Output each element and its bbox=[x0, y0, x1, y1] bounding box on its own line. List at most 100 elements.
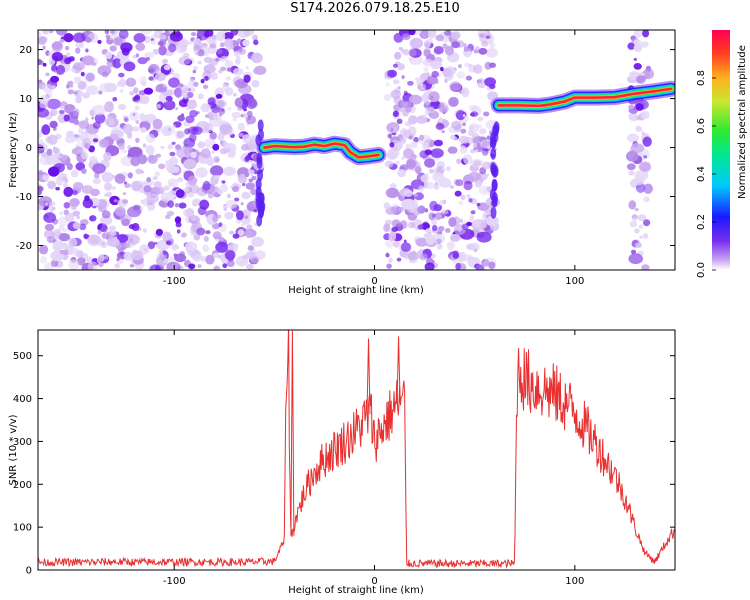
noise-blob bbox=[455, 110, 466, 121]
noise-blob bbox=[157, 41, 164, 46]
noise-blob bbox=[388, 257, 393, 263]
noise-blob bbox=[383, 202, 391, 210]
noise-blob bbox=[101, 210, 111, 219]
noise-blob bbox=[638, 162, 651, 172]
noise-blob bbox=[189, 77, 195, 82]
noise-blob bbox=[226, 259, 235, 267]
noise-blob bbox=[458, 135, 470, 144]
noise-blob bbox=[635, 182, 646, 193]
noise-blob bbox=[84, 71, 96, 83]
noise-blob bbox=[403, 189, 413, 197]
noise-blob bbox=[112, 97, 118, 102]
noise-blob bbox=[247, 98, 257, 108]
noise-blob bbox=[429, 168, 434, 174]
noise-blob bbox=[158, 45, 167, 56]
colorbar: 0.0 0.2 0.4 0.6 0.8 Normalized spectral ampl… bbox=[696, 30, 748, 278]
noise-blob bbox=[92, 163, 106, 174]
noise-blob bbox=[154, 72, 166, 82]
noise-blob bbox=[183, 187, 190, 193]
x-tick-label: 0 bbox=[371, 576, 377, 587]
noise-blob bbox=[477, 116, 484, 122]
noise-blob bbox=[104, 193, 108, 197]
noise-blob bbox=[77, 128, 84, 134]
noise-blob bbox=[116, 257, 120, 261]
noise-blob bbox=[384, 160, 394, 168]
noise-blob bbox=[105, 51, 113, 60]
noise-blob bbox=[119, 251, 124, 256]
noise-blob bbox=[185, 241, 198, 251]
noise-blob bbox=[470, 242, 480, 252]
noise-blob bbox=[127, 172, 133, 179]
noise-blob bbox=[635, 125, 643, 132]
noise-blob bbox=[192, 69, 196, 74]
noise-blob bbox=[174, 87, 183, 98]
noise-blob bbox=[252, 34, 258, 41]
noise-blob bbox=[642, 136, 652, 147]
noise-blob bbox=[468, 198, 473, 203]
noise-blob bbox=[122, 199, 129, 204]
noise-blob bbox=[193, 45, 201, 51]
noise-blob bbox=[215, 241, 229, 253]
noise-blob bbox=[643, 219, 651, 227]
colorbar-ticks: 0.0 0.2 0.4 0.6 0.8 bbox=[696, 70, 716, 278]
noise-blob bbox=[241, 191, 251, 200]
noise-blob bbox=[389, 211, 394, 215]
noise-blob bbox=[200, 148, 211, 159]
noise-blob bbox=[135, 42, 146, 51]
noise-blob bbox=[146, 193, 159, 204]
x-tick-label: 0 bbox=[371, 276, 377, 287]
noise-blob bbox=[107, 237, 120, 247]
x-tick-label: 100 bbox=[565, 276, 584, 287]
noise-blob bbox=[383, 94, 392, 101]
noise-blob bbox=[224, 60, 234, 68]
noise-blob bbox=[137, 154, 148, 165]
noise-blob bbox=[393, 240, 400, 248]
noise-blob bbox=[212, 186, 221, 197]
noise-edge-blob bbox=[491, 192, 498, 204]
snr-peak bbox=[366, 338, 371, 415]
noise-blob bbox=[225, 199, 238, 209]
noise-blob bbox=[252, 68, 259, 75]
noise-blob bbox=[51, 51, 64, 62]
noise-blob bbox=[169, 31, 183, 42]
noise-blob bbox=[470, 158, 483, 168]
noise-edge-blob bbox=[491, 178, 498, 191]
noise-blob bbox=[154, 241, 158, 245]
snr-x-label: Height of straight line (km) bbox=[288, 585, 424, 596]
noise-blob bbox=[166, 261, 181, 270]
noise-blob bbox=[410, 141, 418, 149]
noise-blob bbox=[436, 243, 443, 250]
noise-blob bbox=[397, 223, 402, 227]
noise-blob bbox=[236, 38, 242, 44]
noise-blob bbox=[69, 84, 74, 88]
noise-blob bbox=[64, 134, 77, 144]
noise-blob bbox=[134, 94, 141, 100]
snr-peak bbox=[396, 336, 401, 403]
noise-blob bbox=[166, 210, 175, 217]
noise-blob bbox=[70, 169, 79, 178]
noise-blob bbox=[38, 107, 50, 118]
noise-blob bbox=[251, 52, 263, 64]
noise-blob bbox=[99, 82, 113, 93]
noise-blob bbox=[70, 67, 76, 73]
noise-blob bbox=[409, 55, 423, 66]
noise-blob bbox=[202, 244, 209, 253]
noise-blob bbox=[186, 99, 198, 110]
noise-blob bbox=[165, 95, 173, 102]
noise-blob bbox=[148, 65, 157, 73]
noise-blob bbox=[470, 148, 475, 154]
noise-blob bbox=[67, 89, 75, 95]
noise-blob bbox=[639, 235, 643, 239]
noise-blob bbox=[209, 43, 217, 49]
noise-blob bbox=[55, 64, 66, 75]
noise-blob bbox=[454, 190, 462, 197]
noise-blob bbox=[245, 155, 250, 161]
noise-blob bbox=[397, 169, 407, 178]
noise-blob bbox=[38, 32, 42, 37]
noise-blob bbox=[450, 233, 461, 242]
noise-blob bbox=[53, 127, 57, 131]
noise-blob bbox=[125, 81, 130, 86]
noise-blob bbox=[98, 138, 109, 148]
noise-blob bbox=[629, 220, 638, 228]
noise-blob bbox=[485, 48, 498, 58]
